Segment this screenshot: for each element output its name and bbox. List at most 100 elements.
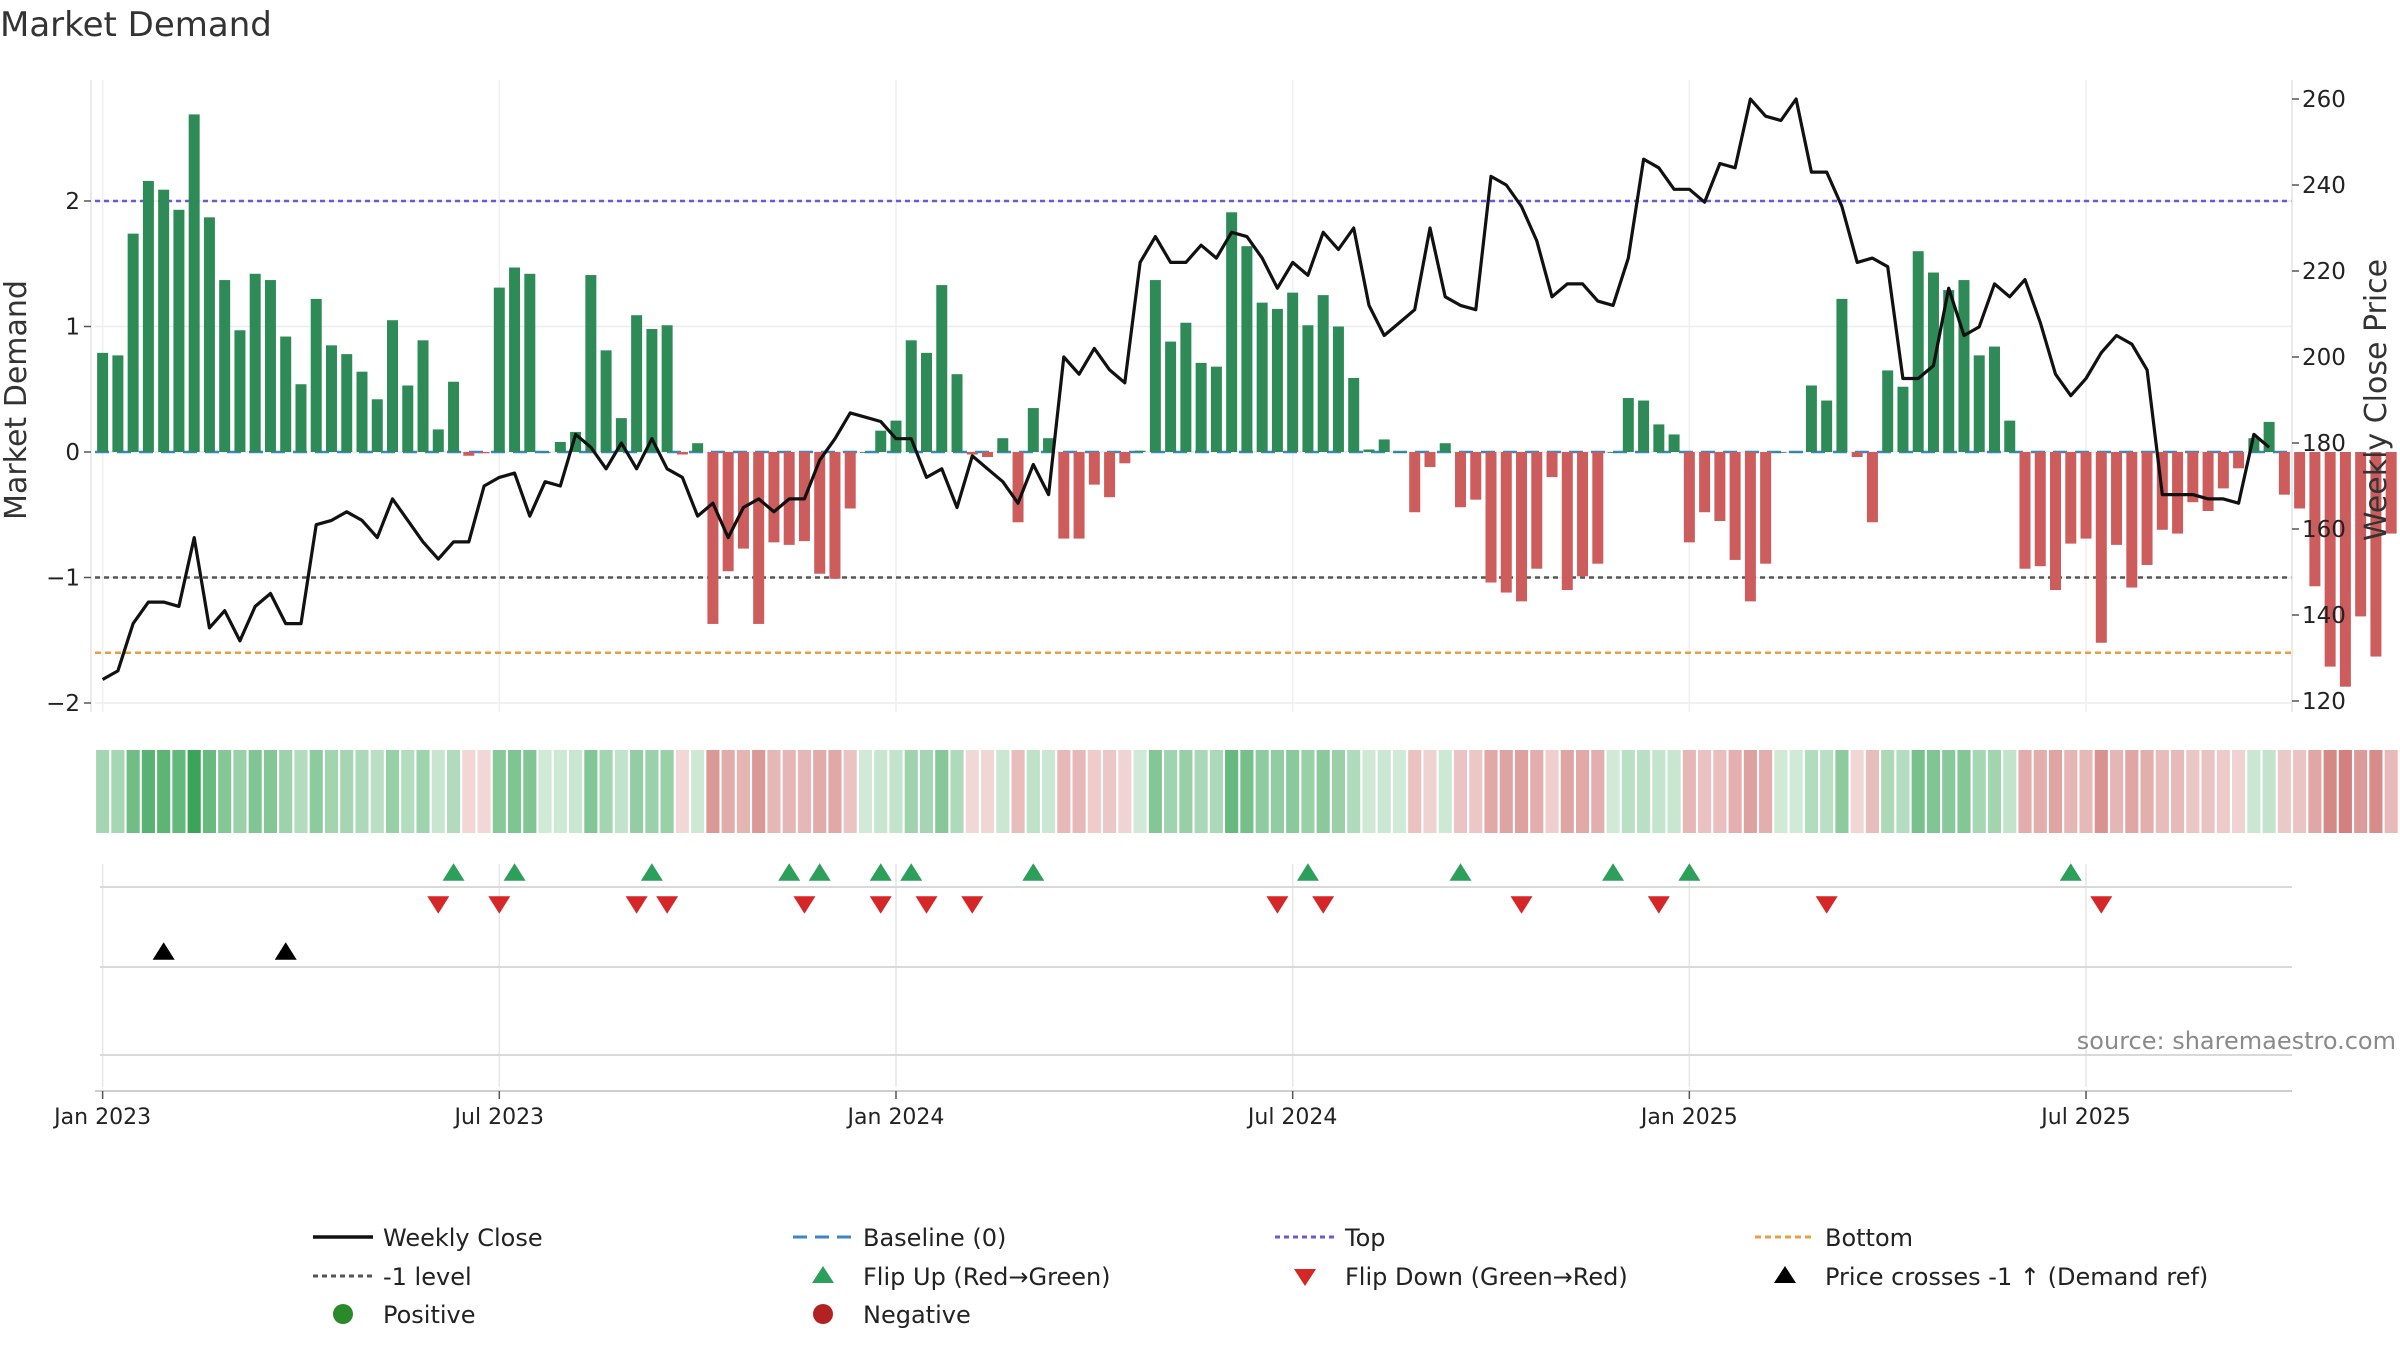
heat-strip-cell: [141, 750, 155, 833]
demand-bar: [402, 385, 414, 452]
heat-strip-cell: [858, 750, 873, 833]
heat-strip-cell: [2232, 750, 2246, 833]
demand-bar: [1378, 439, 1390, 452]
heat-strip-cell: [1774, 750, 1788, 833]
heat-strip-cell: [1469, 750, 1483, 833]
x-tick-label: Jan 2023: [52, 1105, 151, 1130]
demand-bar: [1668, 434, 1680, 452]
heat-strip-cell: [446, 750, 461, 833]
demand-bar: [1119, 452, 1131, 464]
heat-strip-cell: [508, 750, 522, 833]
demand-bar: [554, 441, 566, 452]
heat-strip-cell: [2140, 750, 2154, 833]
heat-strip-cell: [1621, 750, 1635, 833]
legend-item-negative: Negative: [813, 1301, 971, 1329]
demand-bar: [2172, 452, 2184, 534]
legend-item-flip-down: Flip Down (Green→Red): [1294, 1263, 1628, 1291]
heat-strip-cell: [813, 750, 827, 833]
flip-down-marker: [1815, 896, 1838, 914]
demand-bar: [997, 438, 1009, 452]
heat-strip-cell: [1194, 750, 1208, 833]
heat-strip-cell: [2262, 750, 2276, 833]
y-tick-label-right: 220: [2302, 259, 2346, 285]
heat-strip-cell: [523, 750, 537, 833]
flip-down-marker: [869, 896, 892, 914]
demand-bar: [1424, 452, 1436, 468]
flip-up-marker: [1296, 863, 1319, 881]
x-tick-label: Jul 2025: [2039, 1105, 2131, 1130]
demand-bar: [676, 452, 688, 455]
demand-bar: [417, 340, 429, 452]
heat-strip-cell: [889, 750, 903, 833]
demand-bar: [2050, 452, 2062, 591]
y-tick-label-left: −2: [46, 691, 80, 717]
demand-bar: [173, 209, 185, 452]
demand-bar: [2004, 420, 2016, 452]
demand-bar: [661, 325, 673, 452]
demand-bar: [1760, 452, 1772, 564]
demand-bar: [1882, 370, 1894, 452]
demand-bar: [1058, 452, 1070, 539]
heat-strip-cell: [157, 750, 171, 833]
demand-bar: [1531, 452, 1543, 569]
flip-down-marker: [1266, 896, 1289, 914]
heat-strip-cell: [1698, 750, 1712, 833]
heat-strip-cell: [767, 750, 781, 833]
x-tick-label: Jan 2024: [846, 1105, 945, 1130]
heat-strip-cell: [1667, 750, 1681, 833]
heat-strip-cell: [1316, 750, 1330, 833]
heat-strip-cell: [1575, 750, 1590, 833]
axes: 2 1 0 −1 −2 260 240 220 200 180 160 140 120: [46, 80, 2346, 717]
legend-label: Bottom: [1825, 1224, 1913, 1252]
heat-strip-cell: [874, 750, 888, 833]
heat-strip-cell: [1179, 750, 1193, 833]
demand-bar: [112, 355, 124, 452]
heat-strip-cell: [645, 750, 659, 833]
heat-strip-cell: [355, 750, 369, 833]
demand-bar: [905, 340, 917, 452]
demand-bar: [1607, 452, 1619, 453]
y-tick-label-right: 120: [2302, 689, 2346, 715]
heat-strip-cell: [431, 750, 445, 833]
demand-bar: [1149, 280, 1161, 452]
demand-bar: [2339, 452, 2351, 687]
legend-label: Top: [1344, 1224, 1386, 1252]
demand-bar: [982, 452, 994, 458]
demand-bar: [1988, 346, 2000, 452]
heat-strip-cell: [675, 750, 689, 833]
heat-strip-cell: [1789, 750, 1803, 833]
heat-strip-cell: [2125, 750, 2139, 833]
demand-bar: [1821, 400, 1833, 452]
demand-bar: [1775, 452, 1787, 453]
heat-strip-cell: [736, 750, 750, 833]
heat-strip-cell: [172, 750, 186, 833]
demand-bar: [1012, 452, 1024, 523]
heat-strip-cell: [691, 750, 705, 833]
heat-strip-cell: [660, 750, 674, 833]
demand-bar: [463, 452, 475, 456]
event-markers: [100, 863, 2292, 1056]
heat-strip-cell: [797, 750, 812, 833]
demand-bar: [600, 350, 612, 452]
flip-down-marker: [488, 896, 511, 914]
heat-strip-cell: [1972, 750, 1986, 833]
flip-down-marker: [961, 896, 984, 914]
demand-bar: [570, 431, 582, 452]
heat-strip-cell: [996, 750, 1010, 833]
heat-strip-cell: [324, 750, 339, 833]
demand-bar: [1241, 246, 1253, 452]
demand-bar: [249, 273, 261, 452]
legend-triangle-down-icon: [1294, 1269, 1316, 1286]
heat-strip-cell: [1743, 750, 1757, 833]
y-tick-label-right: 180: [2302, 431, 2346, 457]
legend-label: Flip Down (Green→Red): [1345, 1263, 1628, 1291]
demand-bar: [631, 315, 643, 452]
heat-strip-cell: [2293, 750, 2307, 833]
heat-strip-cell: [2247, 750, 2261, 833]
demand-bar: [1561, 452, 1573, 591]
heat-strip-cell: [1026, 750, 1040, 833]
demand-bar: [2095, 452, 2107, 643]
demand-bar: [188, 114, 200, 452]
heat-strip-cell: [294, 750, 308, 833]
demand-bar: [1546, 452, 1558, 478]
